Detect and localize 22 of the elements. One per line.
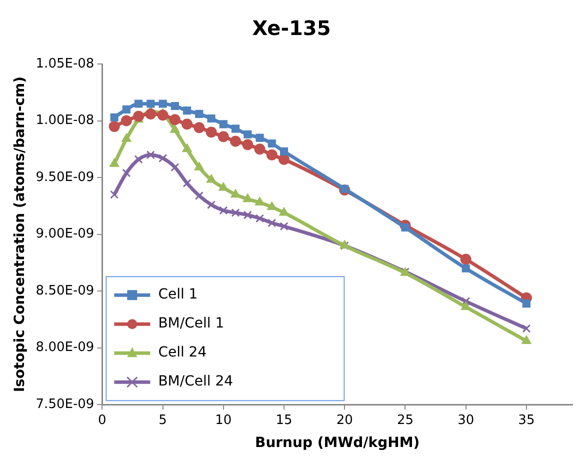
- y-tick-label: 9.00E-09: [36, 226, 94, 242]
- x-tick-label: 5: [158, 412, 167, 428]
- x-tick-label: 0: [98, 412, 106, 428]
- x-tick-label: 25: [396, 412, 414, 428]
- x-tick-label: 10: [215, 412, 232, 428]
- x-tick-label: 20: [336, 412, 353, 428]
- chart-title: Xe-135: [252, 16, 331, 40]
- y-tick-label: 7.50E-09: [36, 396, 94, 412]
- y-axis-title: Isotopic Concentration (atoms/barn-cm): [12, 76, 28, 392]
- y-tick-label: 1.00E-08: [36, 113, 94, 128]
- y-tick-label: 8.00E-09: [36, 340, 94, 356]
- x-tick-label: 30: [458, 412, 474, 428]
- legend-label: BM/Cell 24: [158, 374, 234, 390]
- y-tick-label: 1.05E-08: [36, 56, 94, 72]
- x-tick-label: 35: [518, 412, 535, 428]
- x-axis-title: Burnup (MWd/kgHM): [255, 435, 420, 452]
- x-tick-label: 15: [276, 412, 292, 428]
- y-tick-label: 9.50E-09: [36, 170, 94, 185]
- y-tick-label: 8.50E-09: [36, 283, 94, 298]
- legend-label: Cell 1: [158, 286, 198, 303]
- legend-label: Cell 24: [158, 344, 207, 361]
- legend-label: BM/Cell 1: [158, 316, 224, 332]
